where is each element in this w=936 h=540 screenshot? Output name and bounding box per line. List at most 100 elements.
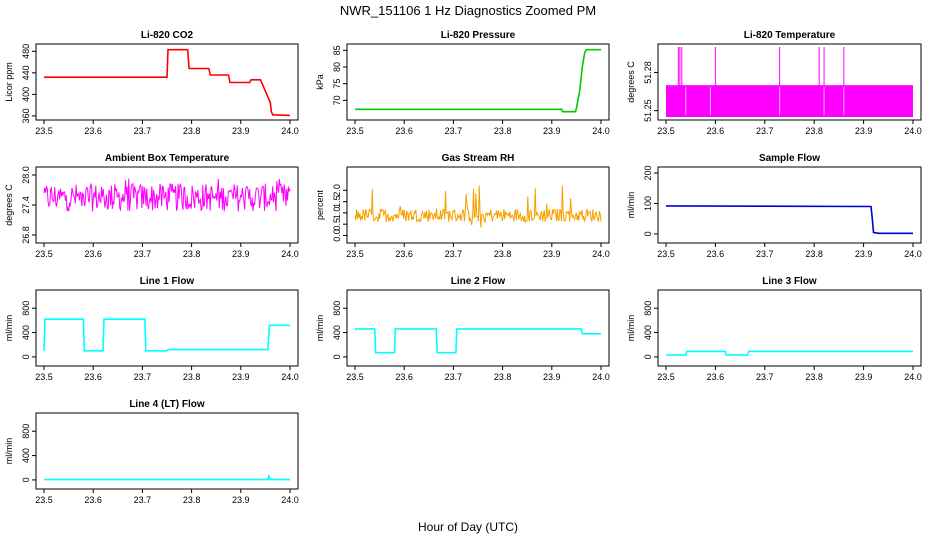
x-tick-label: 23.8 [183,249,201,259]
x-tick-label: 23.6 [84,126,102,136]
x-tick-label: 23.8 [183,372,201,382]
y-axis-label: Licor ppm [4,62,14,102]
y-tick-label: 75 [332,79,342,89]
y-tick-label: 0.5 [332,218,342,231]
y-tick-label: 51.25 [643,99,653,122]
x-tick-label: 23.7 [134,372,152,382]
x-tick-label: 23.6 [395,126,413,136]
x-tick-label: 23.8 [494,249,512,259]
panel-8: Line 3 Flow ml/min 23.5 23.6 23.7 23.8 23.9 24.… [626,276,922,382]
panel-title: Line 2 Flow [451,276,506,287]
x-tick-label: 23.5 [35,126,53,136]
y-tick-label: 400 [21,87,31,102]
plot-frame [35,412,299,490]
figure-title: NWR_151106 1 Hz Diagnostics Zoomed PM [340,3,596,18]
x-tick-label: 24.0 [281,126,299,136]
series-line [666,350,913,356]
panel-title: Li-820 CO2 [141,30,194,41]
series-line [355,48,601,113]
x-tick-label: 23.5 [346,126,364,136]
plot-frame [657,43,922,121]
series-line [354,185,602,228]
y-axis-label: ml/min [315,315,325,342]
y-tick-label: 400 [643,325,653,340]
plot-frame [346,166,610,244]
x-tick-label: 24.0 [281,372,299,382]
series [44,48,291,117]
x-tick-label: 23.9 [543,249,561,259]
x-tick-label: 24.0 [281,495,299,505]
series-line [355,328,601,354]
x-tick-label: 23.9 [855,372,873,382]
y-tick-label: 480 [21,44,31,59]
x-tick-label: 23.5 [346,249,364,259]
panels: Li-820 CO2 Licor ppm 23.5 23.6 23.7 23.8 23.9 2… [4,30,922,505]
x-tick-label: 24.0 [904,126,922,136]
x-tick-label: 23.8 [805,249,823,259]
y-axis-label: ml/min [626,192,636,219]
x-tick-label: 23.8 [805,372,823,382]
y-tick-label: 1.5 [332,195,342,208]
y-tick-label: 400 [21,448,31,463]
x-tick-label: 23.5 [657,126,675,136]
x-tick-label: 23.7 [445,372,463,382]
plot-frame [657,289,922,367]
panel-6: Line 1 Flow ml/min 23.5 23.6 23.7 23.8 23.9 24.… [4,276,299,382]
series [355,328,601,354]
x-tick-label: 23.7 [445,249,463,259]
y-tick-label: 0.0 [332,229,342,242]
y-tick-label: 800 [21,424,31,439]
series [43,178,291,212]
y-tick-label: 2.0 [332,184,342,197]
x-tick-label: 23.5 [35,495,53,505]
x-tick-label: 23.9 [232,495,250,505]
x-tick-label: 23.9 [232,126,250,136]
x-tick-label: 23.6 [707,126,725,136]
x-tick-label: 23.6 [84,495,102,505]
x-tick-label: 23.6 [395,372,413,382]
y-tick-label: 26.8 [21,226,31,244]
plot-frame [35,289,299,367]
x-tick-label: 23.5 [657,249,675,259]
y-tick-label: 440 [21,65,31,80]
x-tick-label: 23.5 [346,372,364,382]
panel-5: Sample Flow ml/min 23.5 23.6 23.7 23.8 23.9 24.… [626,153,922,259]
plot-frame [346,289,610,367]
x-tick-label: 23.8 [805,126,823,136]
x-tick-label: 23.9 [543,372,561,382]
x-tick-label: 23.7 [134,495,152,505]
y-axis-label: ml/min [626,315,636,342]
series-band [666,85,913,117]
y-tick-label: 27.4 [21,196,31,214]
x-tick-label: 24.0 [592,249,610,259]
x-tick-label: 23.9 [855,249,873,259]
y-tick-label: 800 [332,301,342,316]
panel-title: Li-820 Temperature [744,30,836,41]
x-tick-label: 23.6 [707,249,725,259]
panel-1: Li-820 Pressure kPa 23.5 23.6 23.7 23.8 23.9 24… [315,30,610,136]
panel-title: Sample Flow [759,153,820,164]
y-axis-label: degrees C [4,184,14,226]
x-tick-label: 23.6 [395,249,413,259]
y-axis-label: degrees C [626,61,636,103]
series [666,47,913,117]
series-line [665,205,913,235]
series [354,185,602,228]
y-tick-label: 800 [643,301,653,316]
x-tick-label: 23.7 [756,249,774,259]
y-tick-label: 400 [332,325,342,340]
x-tick-label: 23.7 [134,249,152,259]
x-tick-label: 23.9 [855,126,873,136]
y-tick-label: 0 [332,354,342,359]
x-tick-label: 23.5 [35,249,53,259]
series [665,205,913,235]
y-tick-label: 0 [21,354,31,359]
y-tick-label: 0 [643,231,653,236]
plot-frame [35,43,299,121]
plot-frame [657,166,922,244]
x-tick-label: 23.6 [84,372,102,382]
x-tick-label: 24.0 [592,126,610,136]
y-tick-label: 0 [643,354,653,359]
x-tick-label: 23.8 [183,495,201,505]
panel-title: Line 4 (LT) Flow [129,399,205,410]
